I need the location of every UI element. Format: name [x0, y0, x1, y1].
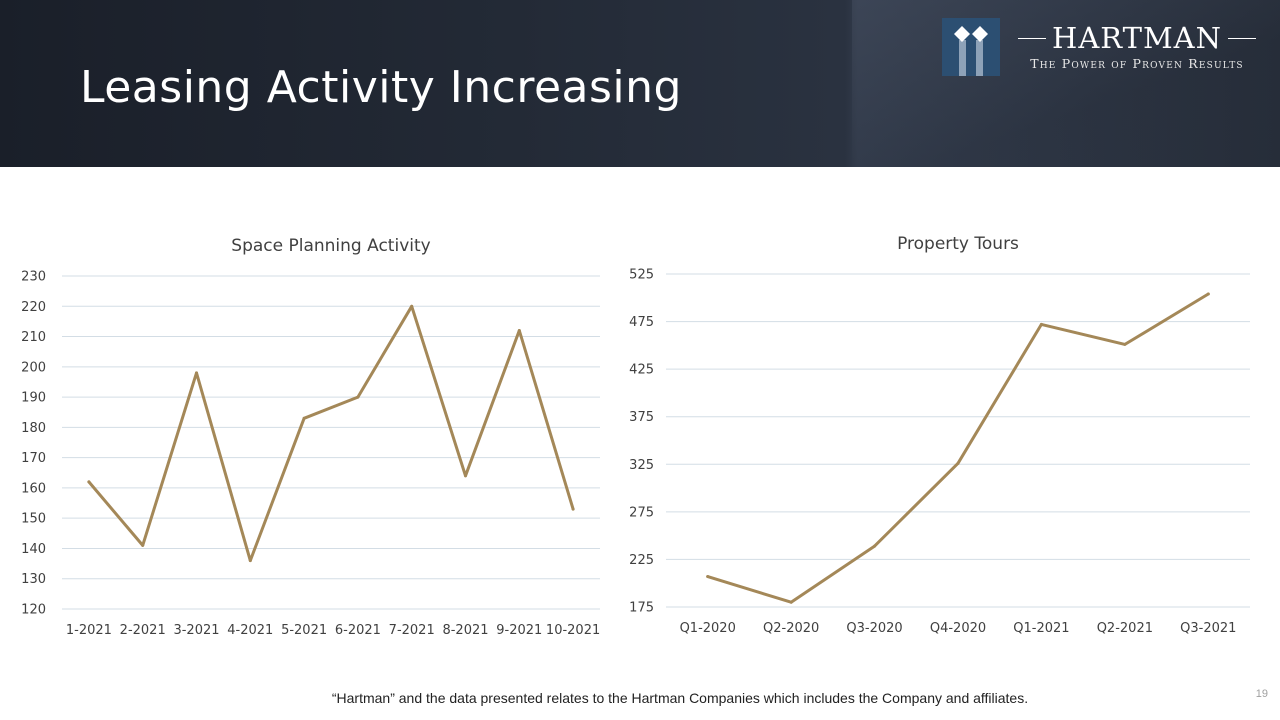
page-number: 19: [1255, 688, 1268, 700]
property-tours-x-tick-label: Q1-2021: [1013, 621, 1069, 636]
property-tours-data-point: [1039, 322, 1043, 326]
space-planning-y-tick-label: 180: [21, 421, 46, 436]
property-tours-y-tick-label: 525: [629, 268, 654, 283]
space-planning-x-tick-label: 10-2021: [546, 623, 600, 638]
space-planning-y-tick-label: 200: [21, 360, 46, 375]
space-planning-chart-svg: Space Planning Activity 120 130 140 150 160 17…: [21, 236, 600, 638]
space-planning-data-point: [87, 480, 91, 484]
space-planning-x-tick-label: 6-2021: [335, 623, 381, 638]
property-tours-x-tick-label: Q1-2020: [680, 621, 736, 636]
space-planning-data-point: [141, 543, 145, 547]
slide-header: Leasing Activity Increasing HARTMAN The …: [0, 0, 1280, 167]
space-planning-data-point: [517, 328, 521, 332]
header-highlight: [852, 0, 1280, 167]
space-planning-y-tick-label: 130: [21, 572, 46, 587]
space-planning-data-point: [302, 416, 306, 420]
property-tours-data-point: [1123, 342, 1127, 346]
property-tours-x-tick-label: Q3-2020: [846, 621, 902, 636]
space-planning-x-tick-label: 9-2021: [496, 623, 542, 638]
space-planning-y-tick-label: 150: [21, 512, 46, 527]
space-planning-data-point: [571, 507, 575, 511]
footnote: “Hartman” and the data presented relates…: [331, 690, 1029, 706]
space-planning-data-point: [195, 371, 198, 375]
property-tours-y-tick-label: 275: [629, 505, 654, 520]
space-planning-chart-title: Space Planning Activity: [231, 236, 430, 256]
space-planning-data-point: [464, 474, 467, 478]
space-planning-chart: Space Planning Activity 120 130 140 150 160 17…: [14, 225, 614, 645]
hartman-logo-icon: [942, 18, 1000, 76]
space-planning-y-tick-label: 170: [21, 451, 46, 466]
property-tours-y-tick-label: 375: [629, 410, 654, 425]
space-planning-x-tick-label: 7-2021: [389, 623, 435, 638]
space-planning-data-point: [248, 559, 252, 563]
space-planning-x-tick-label: 1-2021: [66, 623, 112, 638]
property-tours-series-line: [706, 292, 1210, 604]
property-tours-data-point: [873, 544, 877, 548]
property-tours-chart-svg: Property Tours 175 225 275 325 375 425 475 525 Q1…: [629, 234, 1250, 636]
space-planning-y-tick-label: 140: [21, 542, 46, 557]
space-planning-y-tick-label: 230: [21, 270, 46, 285]
property-tours-x-tick-label: Q2-2020: [763, 621, 819, 636]
property-tours-chart-title: Property Tours: [897, 234, 1019, 254]
space-planning-data-point: [410, 304, 414, 308]
property-tours-x-tick-label: Q3-2021: [1180, 621, 1236, 636]
logo-tagline: The Power of Proven Results: [1030, 56, 1244, 71]
property-tours-y-tick-label: 225: [629, 553, 654, 568]
property-tours-data-point: [1206, 292, 1210, 296]
space-planning-data-point: [356, 395, 360, 399]
space-planning-x-tick-label: 4-2021: [227, 623, 273, 638]
space-planning-x-tick-label: 2-2021: [120, 623, 166, 638]
property-tours-data-point: [789, 600, 793, 604]
space-planning-y-tick-label: 220: [21, 300, 46, 315]
space-planning-y-tick-label: 210: [21, 330, 46, 345]
property-tours-data-point: [706, 575, 710, 579]
space-planning-y-tick-label: 160: [21, 481, 46, 496]
property-tours-y-tick-label: 175: [629, 601, 654, 616]
space-planning-series-line: [87, 304, 575, 563]
space-planning-x-tick-label: 3-2021: [173, 623, 219, 638]
space-planning-x-tick-label: 5-2021: [281, 623, 327, 638]
slide-title: Leasing Activity Increasing: [80, 62, 682, 113]
property-tours-y-tick-label: 475: [629, 315, 654, 330]
property-tours-y-tick-label: 425: [629, 363, 654, 378]
property-tours-data-point: [956, 461, 960, 465]
property-tours-chart: Property Tours 175 225 275 325 375 425 475 525 Q1…: [620, 225, 1270, 645]
property-tours-x-tick-label: Q4-2020: [930, 621, 986, 636]
logo-name-text: HARTMAN: [1052, 21, 1222, 55]
property-tours-x-tick-label: Q2-2021: [1097, 621, 1153, 636]
space-planning-y-tick-label: 120: [21, 603, 46, 618]
property-tours-y-tick-label: 325: [629, 458, 654, 473]
logo-wordmark: HARTMAN: [1012, 20, 1262, 56]
space-planning-x-tick-label: 8-2021: [442, 623, 488, 638]
space-planning-y-tick-label: 190: [21, 391, 46, 406]
